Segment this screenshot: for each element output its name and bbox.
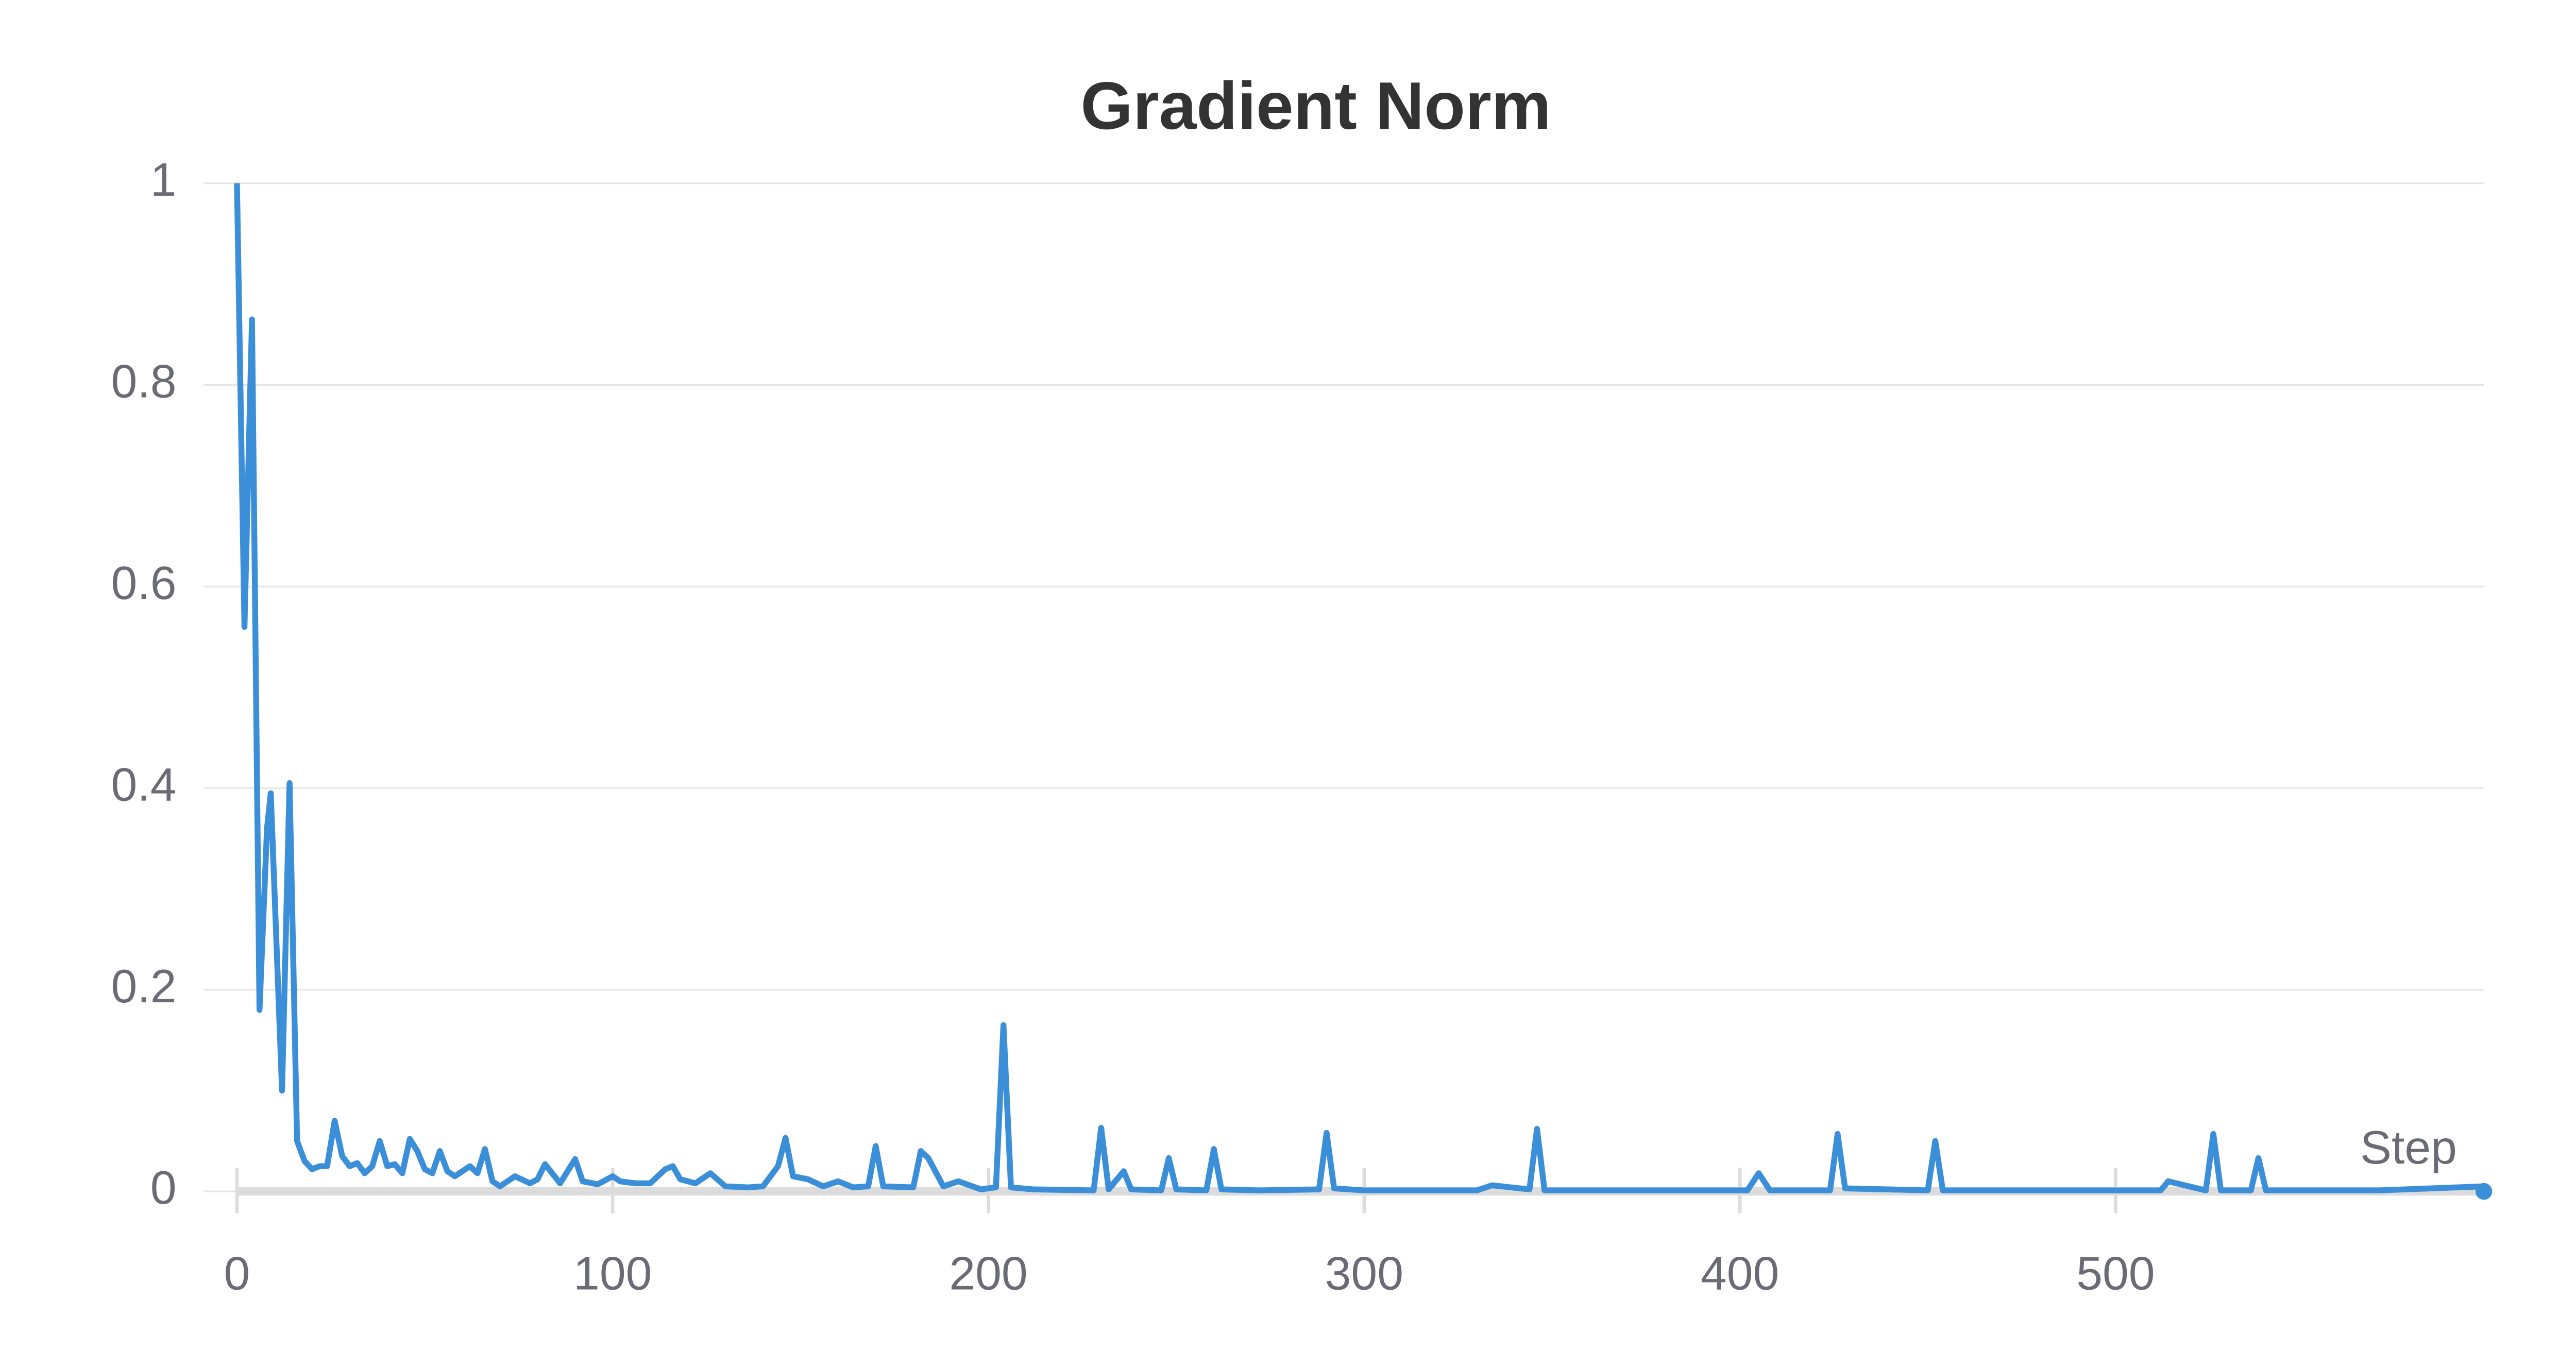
x-tick-label: 100 bbox=[573, 1247, 652, 1300]
x-tick-label: 400 bbox=[1701, 1247, 1779, 1300]
y-tick-label: 0.8 bbox=[111, 355, 177, 408]
y-tick-label: 0.2 bbox=[111, 960, 177, 1013]
x-axis-label: Step bbox=[2360, 1121, 2457, 1174]
range-handle bbox=[2475, 1183, 2493, 1200]
x-tick-label: 500 bbox=[2076, 1247, 2155, 1300]
y-tick-label: 0.4 bbox=[111, 758, 177, 811]
y-tick-label: 0 bbox=[150, 1161, 177, 1214]
chart-title: Gradient Norm bbox=[1080, 68, 1551, 143]
series-line bbox=[234, 183, 2484, 1193]
x-tick-label: 200 bbox=[949, 1247, 1027, 1300]
y-tick-label: 0.6 bbox=[111, 557, 177, 609]
x-tick-label: 0 bbox=[224, 1247, 250, 1300]
y-tick-label: 1 bbox=[150, 153, 177, 206]
x-tick-label: 300 bbox=[1325, 1247, 1403, 1300]
